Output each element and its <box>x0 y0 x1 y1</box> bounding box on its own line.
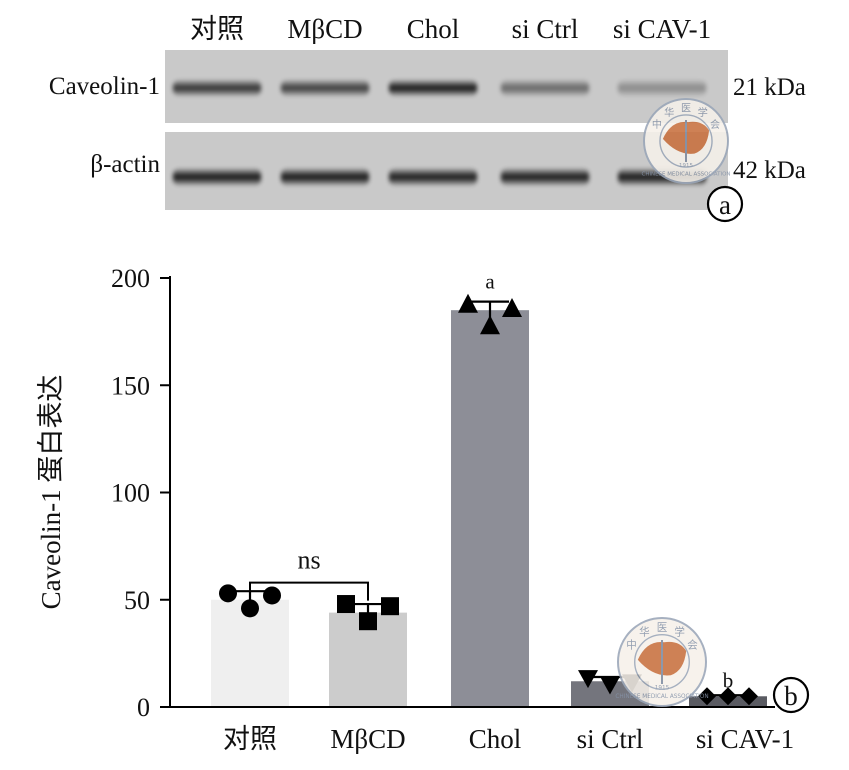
lane-label-4: si CAV-1 <box>613 14 711 44</box>
seal-caption: CHINESE MEDICAL ASSOCIATION <box>642 171 731 177</box>
panel-label-a-text: a <box>719 190 731 220</box>
x-tick-label-1: MβCD <box>330 724 405 754</box>
x-axis: 对照 MβCD Chol si Ctrl si CAV-1 <box>170 706 794 754</box>
band-caveolin-1-2 <box>389 80 477 96</box>
seal-year: 1915 <box>655 685 670 691</box>
seal-glyph: 华 <box>664 106 674 119</box>
point-4-0 <box>698 687 716 706</box>
x-tick-label-0: 对照 <box>223 724 277 754</box>
seal-glyph: 中 <box>626 638 637 651</box>
lane-labels: 对照 MβCD Chol si Ctrl si CAV-1 <box>190 14 711 44</box>
point-2-1 <box>502 298 522 318</box>
point-1-1 <box>381 597 399 616</box>
lane-label-0: 对照 <box>190 14 244 44</box>
annotations: ns a b <box>249 270 734 693</box>
panel-label-b: b <box>772 676 810 714</box>
panel-label-b-circle <box>772 676 810 714</box>
seal-glyph: 医 <box>657 622 668 634</box>
band-caveolin-1-3 <box>501 80 589 96</box>
seal-glyph: 学 <box>674 626 685 639</box>
x-tick-label-3: si Ctrl <box>577 724 644 754</box>
lane-label-2: Chol <box>407 14 460 44</box>
protein-label-actin: β-actin <box>90 151 160 178</box>
seal-glyph: 医 <box>681 102 691 114</box>
point-2-0 <box>458 293 478 313</box>
y-tick-label-100: 100 <box>111 479 150 508</box>
band-caveolin-1-0 <box>173 80 261 96</box>
seal-glyph: 中 <box>652 118 662 131</box>
seal-glyph: 会 <box>687 638 698 651</box>
point-1-0 <box>337 595 355 614</box>
chinese-medical-association-seal-1: 中华医学会 CHINESE MEDICAL ASSOCIATION 1915 <box>615 617 709 707</box>
point-4-2 <box>719 687 737 706</box>
band-actin-1 <box>281 168 369 186</box>
band-caveolin-1-1 <box>281 80 369 96</box>
bar-2 <box>451 310 529 707</box>
protein-label-caveolin: Caveolin-1 <box>49 73 160 100</box>
point-3-0 <box>578 670 598 689</box>
seal-glyph: 学 <box>698 106 708 119</box>
bar-0 <box>211 599 289 707</box>
significance-label-ns: ns <box>297 546 320 575</box>
chinese-medical-association-seal-0: 中华医学会 CHINESE MEDICAL ASSOCIATION 1915 <box>642 98 731 184</box>
y-tick-label-0: 0 <box>137 693 150 722</box>
seal-year: 1915 <box>679 163 693 169</box>
watermark-seals: 中华医学会CHINESE MEDICAL ASSOCIATION1915中华医学… <box>615 98 731 707</box>
seal-glyph: 华 <box>639 626 650 639</box>
significance-label-a: a <box>485 270 495 294</box>
western-blot-panel: 对照 MβCD Chol si Ctrl si CAV-1 Caveolin-1 β-a… <box>49 14 806 223</box>
seal-glyph: 会 <box>710 118 720 131</box>
significance-bracket <box>249 581 369 601</box>
significance-label-b: b <box>723 669 734 693</box>
lane-label-1: MβCD <box>287 14 362 44</box>
lane-label-3: si Ctrl <box>512 14 579 44</box>
data-points <box>219 293 758 706</box>
band-actin-3 <box>501 168 589 186</box>
bars <box>211 310 767 707</box>
marker-label-42kda: 42 kDa <box>733 157 806 184</box>
panel-label-a-circle <box>706 185 744 223</box>
marker-label-21kda: 21 kDa <box>733 74 806 101</box>
point-2-2 <box>480 315 500 335</box>
blot-bands <box>173 80 706 186</box>
y-tick-label-50: 50 <box>124 586 150 615</box>
seal-caption: CHINESE MEDICAL ASSOCIATION <box>615 694 708 700</box>
y-tick-label-150: 150 <box>111 371 150 400</box>
point-0-2 <box>241 599 259 618</box>
band-actin-2 <box>389 168 477 186</box>
y-axis-label: Caveolin-1 蛋白表达 <box>36 375 66 610</box>
panel-label-b-text: b <box>784 681 798 711</box>
y-axis: 0 50 100 150 200 <box>111 264 171 722</box>
point-1-2 <box>359 612 377 631</box>
point-0-0 <box>219 584 237 603</box>
point-0-1 <box>263 586 281 605</box>
bar-chart-panel: 0 50 100 150 200 对照 MβCD Chol si Ctrl si CAV-1 n… <box>36 264 810 754</box>
point-4-1 <box>740 687 758 706</box>
panel-label-a: a <box>706 185 744 223</box>
x-tick-label-2: Chol <box>469 724 522 754</box>
band-actin-0 <box>173 168 261 186</box>
point-3-2 <box>600 676 620 695</box>
x-tick-label-4: si CAV-1 <box>696 724 794 754</box>
band-caveolin-1-4 <box>618 80 706 96</box>
y-tick-label-200: 200 <box>111 264 150 293</box>
